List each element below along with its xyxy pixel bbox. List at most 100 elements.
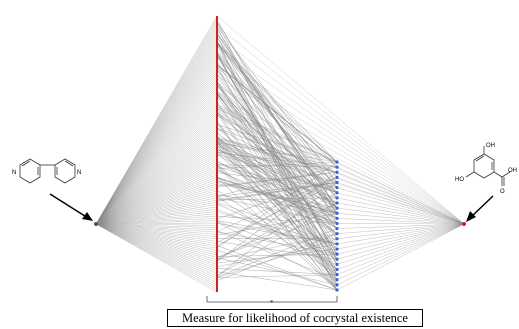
- cross-edge: [216, 101, 338, 280]
- fan-edge: [95, 223, 218, 279]
- fan-edge: [95, 223, 218, 277]
- fan-edge: [95, 179, 218, 225]
- fan-edge: [336, 161, 465, 225]
- cross-edge: [216, 209, 338, 255]
- cross-edge: [216, 237, 338, 240]
- cross-edge: [216, 163, 338, 199]
- fan-edge: [95, 223, 218, 254]
- fan-edge: [95, 204, 218, 225]
- fan-edge: [95, 223, 218, 226]
- fan-edge: [95, 199, 218, 225]
- fan-edge: [95, 223, 218, 286]
- fan-edge: [95, 223, 218, 242]
- cross-edge: [216, 142, 338, 163]
- blue-node: [335, 242, 339, 246]
- fan-edge: [95, 223, 218, 290]
- fan-edge: [95, 117, 218, 225]
- fan-edge: [95, 107, 218, 225]
- blue-node: [335, 252, 339, 256]
- fan-edge: [95, 103, 218, 225]
- blue-node: [335, 191, 339, 195]
- cross-edge: [216, 271, 338, 291]
- cross-edge: [216, 66, 338, 168]
- fan-edge: [95, 181, 218, 225]
- blue-node: [335, 262, 339, 266]
- fan-edge: [95, 158, 218, 225]
- blue-node-column: [335, 160, 339, 292]
- fan-edge: [95, 126, 218, 225]
- fan-edge: [336, 182, 465, 225]
- fan-edge: [95, 223, 218, 288]
- fan-edge: [95, 142, 218, 225]
- cross-edge: [216, 143, 338, 183]
- blue-node: [335, 160, 339, 164]
- fan-edge: [95, 223, 218, 263]
- blue-node: [335, 206, 339, 210]
- fan-edge: [95, 98, 218, 225]
- atom-label-oh-top: OH: [486, 143, 495, 149]
- fan-edge: [95, 197, 218, 225]
- fan-edge: [95, 176, 218, 225]
- cross-edge: [216, 69, 338, 250]
- fan-edge: [95, 137, 218, 225]
- fan-edge: [95, 211, 218, 225]
- fan-edge: [95, 215, 218, 225]
- blue-node: [335, 165, 339, 169]
- cross-edge: [216, 233, 338, 281]
- cross-edge: [216, 43, 338, 178]
- blue-node: [335, 186, 339, 190]
- blue-node: [335, 273, 339, 277]
- fan-edge: [95, 112, 218, 225]
- fan-edge: [95, 223, 218, 235]
- fan-edge: [95, 160, 218, 225]
- fan-edge: [95, 223, 218, 251]
- fan-edge: [216, 85, 465, 225]
- cross-edge: [216, 248, 338, 264]
- fan-edge: [336, 223, 465, 250]
- fan-edge: [95, 213, 218, 225]
- fan-edge: [95, 167, 218, 225]
- fan-edge: [95, 114, 218, 225]
- fan-edge: [95, 162, 218, 225]
- cross-edge: [216, 140, 338, 275]
- fan-edge: [95, 174, 218, 225]
- cross-edge: [216, 215, 338, 224]
- blue-node: [335, 201, 339, 205]
- cross-edge: [216, 243, 338, 267]
- fan-edge: [216, 65, 465, 225]
- left-arrow: [49, 193, 93, 221]
- fan-edge: [216, 125, 465, 225]
- fan-edge: [216, 95, 465, 225]
- cross-edge: [216, 122, 338, 286]
- fan-edge: [336, 223, 465, 286]
- cross-edge: [216, 238, 338, 279]
- fan-edge: [95, 223, 218, 258]
- atom-label-n-right: N: [77, 170, 81, 176]
- cross-edge: [216, 149, 338, 204]
- fan-edge: [95, 130, 218, 225]
- fan-edge: [95, 223, 218, 256]
- cross-edge: [216, 108, 338, 163]
- cross-edge: [216, 127, 338, 229]
- cross-edge: [216, 177, 338, 220]
- cross-edge: [216, 197, 338, 201]
- fan-edge: [95, 223, 218, 293]
- fan-edge: [336, 218, 465, 225]
- blue-node: [335, 288, 339, 292]
- fan-edge: [95, 121, 218, 225]
- cross-edge: [216, 110, 338, 286]
- dihydroxybenzoic-acid-molecule: [465, 146, 511, 186]
- fan-edge: [336, 223, 465, 245]
- fan-edge: [95, 220, 218, 225]
- cross-edge: [216, 183, 338, 209]
- fan-edge: [336, 223, 465, 275]
- atom-label-n-left: N: [12, 170, 16, 176]
- cross-edge: [216, 249, 338, 291]
- cross-edge: [216, 180, 338, 214]
- cross-edges: [216, 19, 338, 291]
- fan-edge: [95, 96, 218, 225]
- cross-edge: [216, 202, 338, 259]
- cross-edge: [216, 19, 338, 224]
- blue-node: [335, 257, 339, 261]
- fan-edge: [95, 183, 218, 225]
